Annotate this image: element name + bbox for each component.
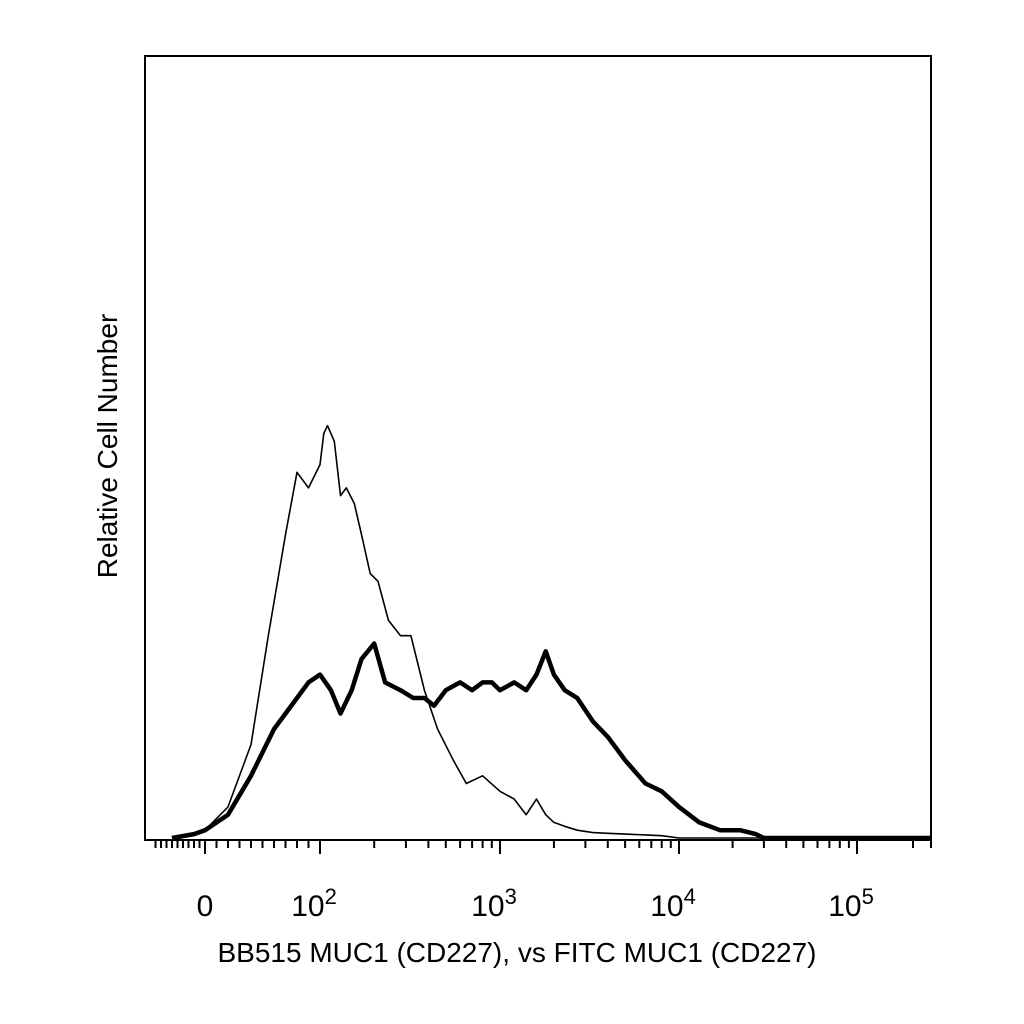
x-tick-label: 104 (650, 884, 696, 923)
y-axis-title: Relative Cell Number (92, 314, 123, 579)
histogram-curves (171, 424, 931, 841)
x-axis-tick-labels: 0 102 103 104 105 (197, 884, 874, 923)
x-axis-ticks (154, 840, 932, 854)
x-tick-label: 102 (291, 884, 337, 923)
x-tick-label-exponent: 2 (325, 884, 337, 909)
stained-histogram-curve (171, 641, 931, 841)
plot-frame (144, 55, 932, 841)
x-tick-label: 0 (197, 890, 214, 923)
x-tick-label: 103 (471, 884, 517, 923)
x-tick-label-exponent: 4 (684, 884, 696, 909)
control-histogram-curve (171, 424, 931, 839)
x-tick-label-exponent: 3 (505, 884, 517, 909)
x-axis-title: BB515 MUC1 (CD227), vs FITC MUC1 (CD227) (217, 937, 816, 968)
x-tick-label-exponent: 5 (862, 884, 874, 909)
x-tick-label: 105 (828, 884, 874, 923)
